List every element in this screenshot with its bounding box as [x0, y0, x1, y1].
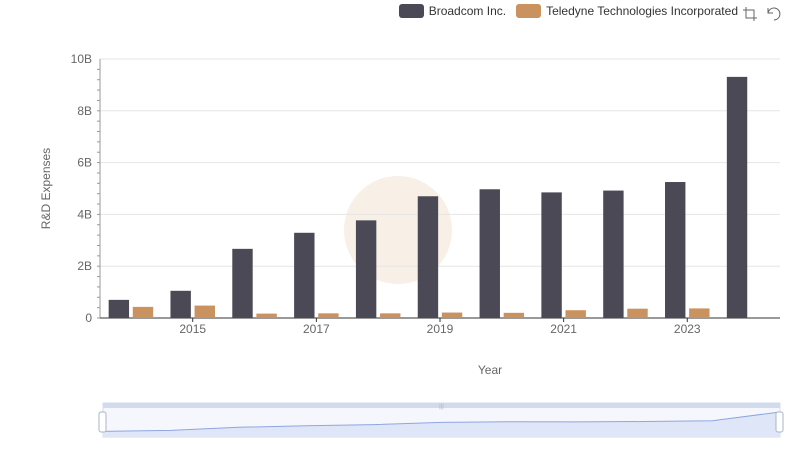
bar-broadcom[interactable] [108, 299, 130, 318]
legend-label-broadcom: Broadcom Inc. [428, 4, 507, 18]
bar-teledyne[interactable] [503, 312, 525, 318]
bar-broadcom[interactable] [726, 76, 748, 318]
x-tick-label: 2017 [303, 322, 330, 336]
x-tick-label: 2015 [179, 322, 206, 336]
datazoom-line [102, 411, 781, 432]
y-axis-title: R&D Expenses [39, 148, 53, 229]
bar-broadcom[interactable] [294, 232, 315, 318]
bar-teledyne[interactable] [380, 313, 401, 318]
bar-broadcom[interactable] [417, 196, 439, 318]
zoom-icon[interactable] [742, 6, 758, 22]
y-tick-label: 2B [77, 259, 92, 273]
bar-teledyne[interactable] [441, 312, 463, 318]
bar-teledyne[interactable] [565, 310, 586, 318]
datazoom-handle-right[interactable] [775, 411, 784, 433]
bar-teledyne[interactable] [318, 313, 339, 318]
bar-teledyne[interactable] [132, 306, 154, 318]
y-tick-label: 4B [77, 207, 92, 221]
x-tick-label: 2019 [427, 322, 454, 336]
bar-broadcom[interactable] [170, 290, 191, 318]
datazoom-handle-left[interactable] [98, 411, 107, 433]
legend-item-teledyne[interactable]: Teledyne Technologies Incorporated [516, 4, 738, 18]
x-tick-label: 2023 [674, 322, 701, 336]
legend-swatch-teledyne [516, 4, 542, 18]
datazoom-top-bar [103, 403, 780, 408]
bar-broadcom[interactable] [541, 192, 562, 318]
y-tick-label: 8B [77, 104, 92, 118]
bar-broadcom[interactable] [355, 220, 377, 318]
legend-swatch-broadcom [398, 4, 424, 18]
bar-broadcom[interactable] [603, 190, 624, 318]
x-axis-title: Year [478, 363, 502, 377]
chart-toolbox [742, 6, 782, 22]
legend-label-teledyne: Teledyne Technologies Incorporated [546, 4, 738, 18]
x-tick-label: 2021 [550, 322, 577, 336]
bar-teledyne[interactable] [689, 308, 710, 318]
bar-teledyne[interactable] [627, 308, 648, 318]
bar-broadcom[interactable] [665, 182, 686, 318]
datazoom-grip-icon[interactable]: ||| [439, 404, 444, 410]
restore-icon[interactable] [766, 6, 782, 22]
bar-teledyne[interactable] [194, 305, 215, 318]
datazoom-area [103, 412, 780, 437]
y-tick-label: 10B [71, 52, 92, 66]
bar-broadcom[interactable] [479, 189, 500, 318]
y-tick-label: 0 [85, 311, 92, 325]
chart-legend: Broadcom Inc. Teledyne Technologies Inco… [398, 4, 738, 18]
bar-broadcom[interactable] [232, 248, 253, 318]
bar-teledyne[interactable] [256, 313, 277, 318]
legend-item-broadcom[interactable]: Broadcom Inc. [398, 4, 507, 18]
y-tick-label: 6B [77, 156, 92, 170]
